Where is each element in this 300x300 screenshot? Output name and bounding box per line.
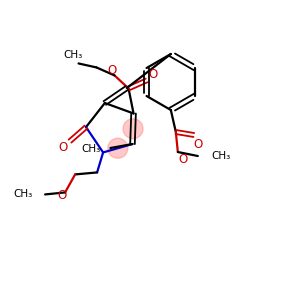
Circle shape: [123, 119, 143, 139]
Text: CH₃: CH₃: [212, 151, 231, 161]
Text: CH₃: CH₃: [63, 50, 82, 61]
Text: O: O: [107, 64, 116, 77]
Circle shape: [108, 138, 128, 158]
Text: CH₃: CH₃: [81, 144, 101, 154]
Text: O: O: [148, 68, 157, 81]
Text: O: O: [178, 152, 188, 166]
Text: O: O: [58, 189, 67, 202]
Text: CH₃: CH₃: [14, 189, 33, 200]
Text: O: O: [58, 141, 68, 154]
Text: O: O: [193, 137, 203, 151]
